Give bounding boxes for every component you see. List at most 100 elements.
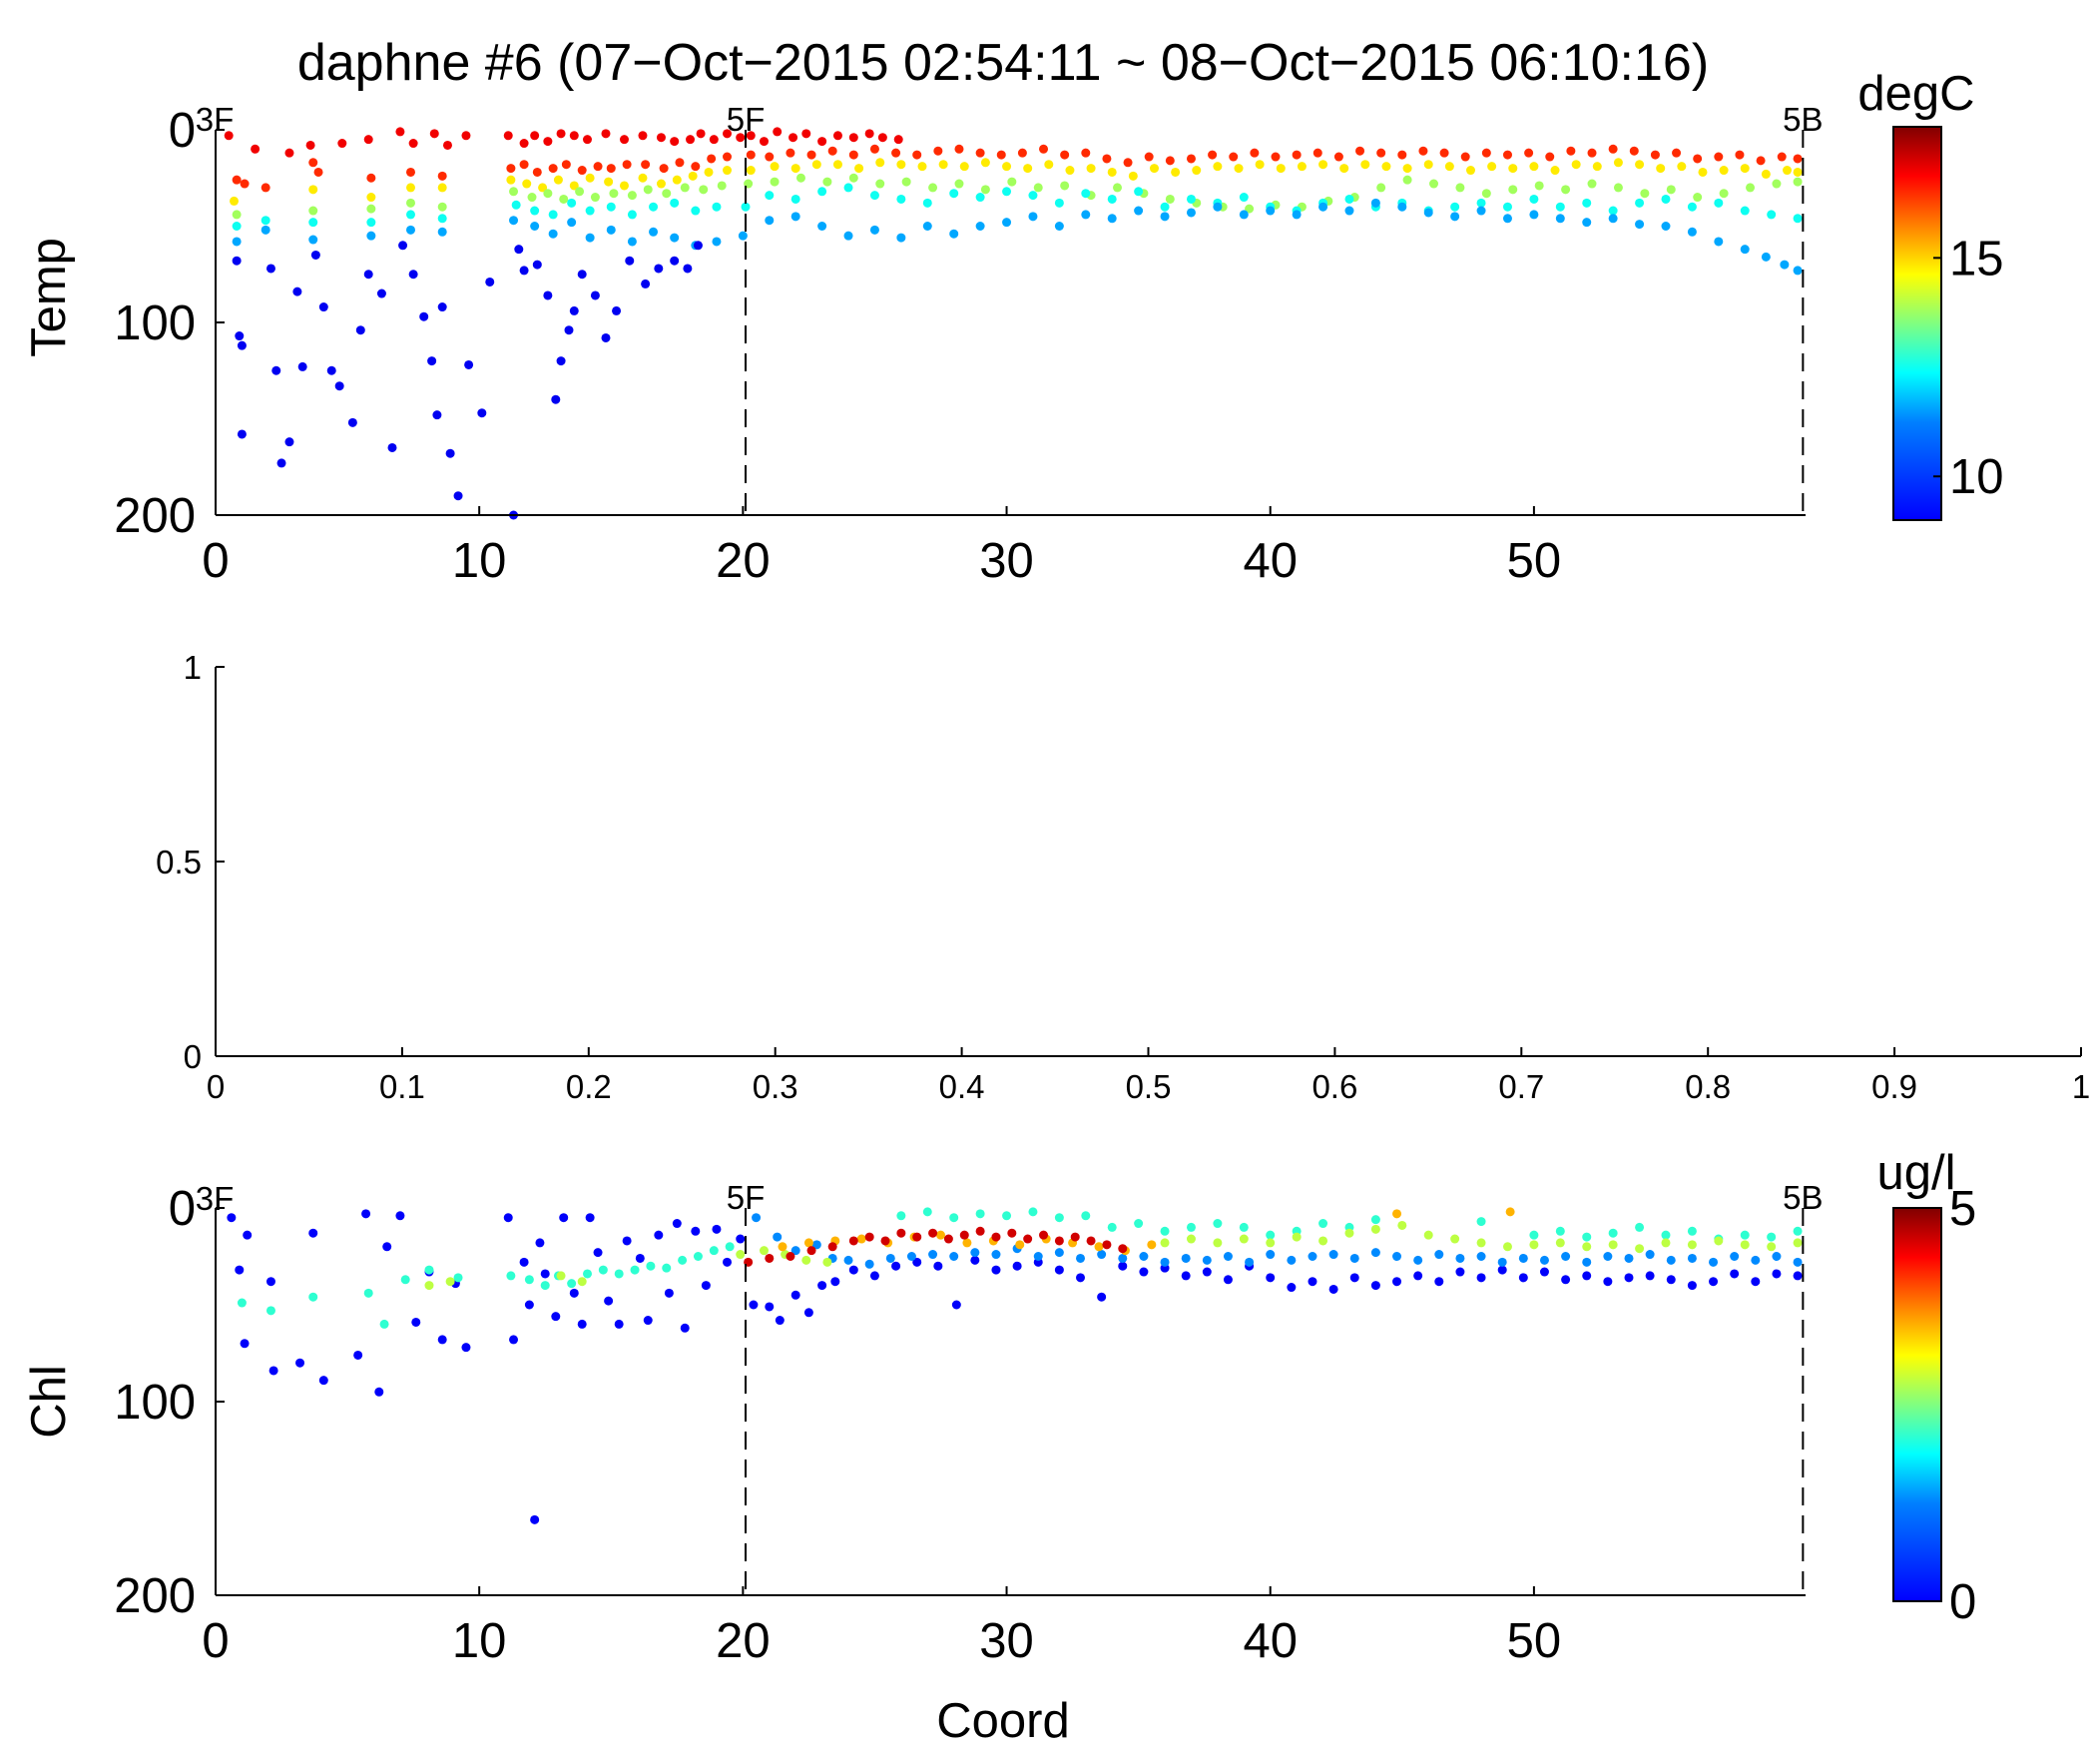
chl-data-point <box>1160 1238 1170 1248</box>
chl-data-point <box>1081 1211 1091 1221</box>
empty-y-tick-label: 0.5 <box>156 844 202 880</box>
temp-data-point <box>308 185 318 195</box>
temp-data-point <box>532 167 542 177</box>
chl-data-point <box>1561 1252 1571 1261</box>
chl-data-point <box>1603 1252 1613 1261</box>
temp-data-point <box>606 164 616 174</box>
temp-data-point <box>1297 162 1307 172</box>
chl-data-point <box>928 1228 938 1238</box>
chl-data-point <box>308 1228 318 1238</box>
chl-data-point <box>1392 1252 1402 1261</box>
chl-data-point <box>308 1292 318 1302</box>
temp-data-point <box>1650 150 1660 160</box>
temp-data-point <box>503 131 513 141</box>
chl-data-point <box>540 1269 550 1279</box>
temp-data-point <box>619 135 629 145</box>
temp-data-point <box>656 133 666 143</box>
chl-data-point <box>1397 1220 1407 1230</box>
temp-data-point <box>1740 206 1750 216</box>
temp-colorbar-ticks: 10 15 <box>1933 232 2004 504</box>
temp-colorbar <box>1892 126 1942 521</box>
temp-data-point <box>770 162 780 172</box>
chl-data-point <box>654 1230 664 1240</box>
chl-data-point <box>577 1277 587 1287</box>
chl-colorbar <box>1892 1207 1942 1602</box>
temp-data-point <box>530 206 540 216</box>
temp-data-point <box>1112 183 1122 193</box>
temp-data-point <box>1587 148 1597 158</box>
temp-data-point <box>1455 183 1465 193</box>
temp-data-point <box>1635 220 1645 230</box>
temp-data-point <box>567 218 577 228</box>
chl-data-point <box>1033 1252 1043 1261</box>
chl-data-point <box>765 1302 775 1312</box>
temp-data-point <box>405 210 415 220</box>
chl-data-point <box>1002 1211 1012 1221</box>
temp-scatter-points <box>224 127 1803 520</box>
temp-data-point <box>1086 164 1096 174</box>
temp-data-point <box>1229 152 1239 162</box>
chl-data-point <box>880 1236 890 1246</box>
temp-data-point <box>1402 164 1412 174</box>
chl-data-point <box>896 1211 906 1221</box>
temp-data-point <box>1002 187 1012 197</box>
chl-data-point <box>1751 1277 1761 1287</box>
temp-data-point <box>308 206 318 216</box>
temp-data-point <box>691 206 701 216</box>
chl-data-point <box>749 1300 759 1310</box>
chl-data-point <box>1202 1255 1212 1265</box>
temp-data-point <box>427 356 437 366</box>
temp-data-point <box>585 233 595 243</box>
chl-data-point <box>1370 1215 1380 1225</box>
temp-data-point <box>1160 202 1170 212</box>
chl-data-point <box>1687 1253 1697 1263</box>
temp-data-point <box>1761 169 1771 179</box>
temp-data-point <box>638 173 648 183</box>
chl-data-point <box>1476 1217 1486 1227</box>
chl-data-point <box>775 1316 785 1326</box>
chl-data-point <box>240 1339 250 1349</box>
chl-data-point <box>1349 1273 1359 1283</box>
temp-data-point <box>1793 214 1803 224</box>
chl-data-point <box>736 1250 746 1260</box>
chl-data-point <box>1518 1273 1528 1283</box>
chl-data-point <box>1160 1257 1170 1267</box>
chl-data-point <box>379 1319 389 1329</box>
temp-data-point <box>1450 202 1460 212</box>
chl-y-tick-label: 0 <box>169 1182 196 1236</box>
temp-data-point <box>1397 202 1407 212</box>
temp-data-point <box>1481 148 1491 158</box>
temp-data-point <box>606 225 616 235</box>
chl-data-point <box>1070 1232 1080 1242</box>
temp-data-point <box>1318 202 1328 212</box>
temp-data-point <box>527 193 537 203</box>
temp-data-point <box>519 160 529 170</box>
chl-data-point <box>382 1242 392 1252</box>
temp-data-point <box>432 410 442 420</box>
temp-data-point <box>1397 150 1407 160</box>
temp-data-point <box>790 164 800 174</box>
chl-data-point <box>778 1242 788 1252</box>
chl-x-tick-label: 10 <box>452 1614 507 1668</box>
chl-data-point <box>1624 1253 1634 1263</box>
chl-data-point <box>437 1335 447 1345</box>
chl-data-point <box>1213 1238 1223 1248</box>
chl-data-point <box>1740 1240 1750 1250</box>
temp-data-point <box>773 127 783 137</box>
chl-data-point <box>664 1288 674 1298</box>
temp-data-point <box>1186 208 1196 218</box>
chl-data-point <box>801 1255 811 1265</box>
temp-data-point <box>693 241 703 251</box>
temp-data-point <box>442 140 452 150</box>
chl-data-point <box>524 1300 534 1310</box>
temp-data-point <box>654 264 664 274</box>
temp-data-point <box>638 131 648 141</box>
chl-data-point <box>975 1226 985 1236</box>
chl-data-point <box>991 1265 1001 1275</box>
chl-data-point <box>1094 1242 1104 1252</box>
temp-data-point <box>1149 164 1159 174</box>
temp-data-point <box>875 179 885 189</box>
empty-x-tick-label: 0.3 <box>753 1068 798 1105</box>
chl-data-point <box>933 1261 943 1271</box>
chl-data-point <box>723 1257 733 1267</box>
